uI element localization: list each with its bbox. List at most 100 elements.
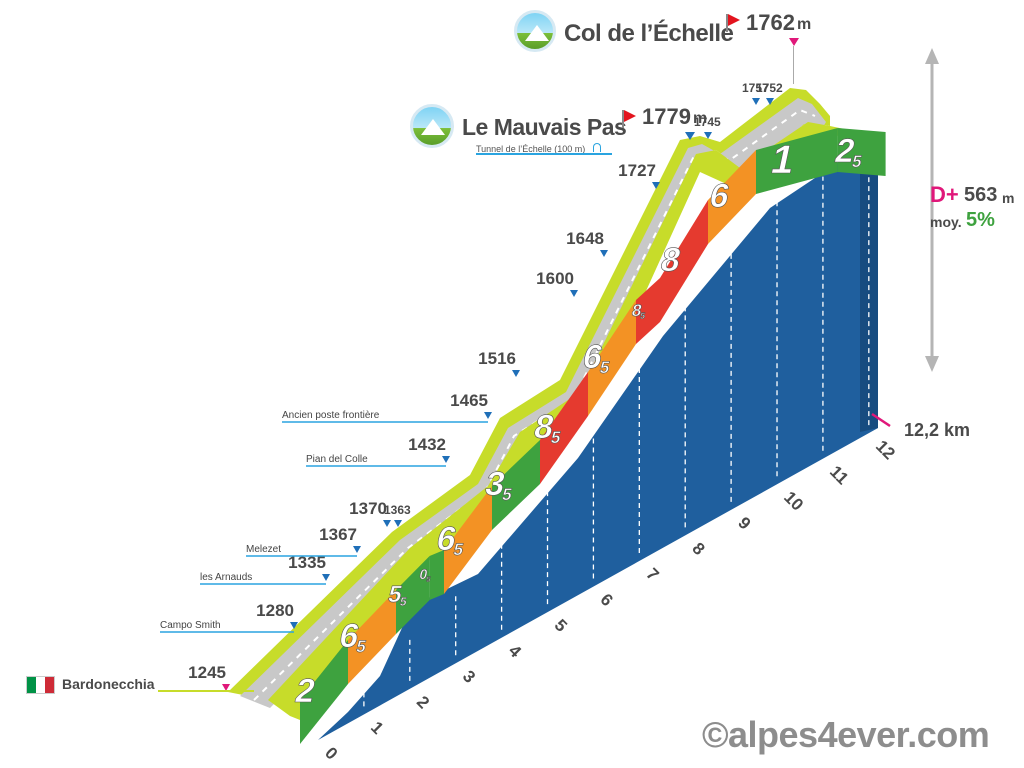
tunnel-label-wrap: Tunnel de l’Échelle (100 m)	[476, 139, 601, 154]
gradient-segment-6	[540, 372, 588, 484]
elevation-pointer-1245	[222, 684, 230, 691]
elevation-pointer-1363	[394, 520, 402, 527]
gradient-segment-4	[444, 486, 492, 594]
flag-icon-cloth	[624, 110, 636, 122]
elevation-pointer-1648	[600, 250, 608, 257]
gradient-segment-2	[396, 556, 430, 634]
elevation-pointer-1516	[512, 370, 520, 377]
elevation-pointer-1335	[322, 574, 330, 581]
km-tick-12: 12	[872, 437, 899, 464]
avg-value: 5%	[966, 209, 995, 231]
elevation-pointer-1280	[290, 622, 298, 629]
mountain-icon	[514, 10, 556, 52]
summit-secondary: Le Mauvais Pas 1779 m	[410, 102, 710, 152]
elevation-pointer-1745	[704, 132, 712, 139]
elevation-pointer-1367	[353, 546, 361, 553]
elevation-1363: 1363	[384, 503, 411, 517]
summit-main-name: Col de l’Échelle	[564, 20, 734, 47]
elevation-1335: 1335	[288, 553, 326, 572]
place-label-7: Ancien poste frontière	[282, 410, 380, 421]
elevation-pointer-1752	[766, 98, 774, 105]
gradient-segment-1	[348, 590, 396, 684]
elevation-1432: 1432	[408, 435, 446, 454]
start-leader	[158, 690, 254, 692]
elevation-1757: 1757	[742, 81, 769, 95]
summit-secondary-pointer	[685, 132, 695, 140]
dplus-label: D+	[930, 182, 959, 207]
tunnel-icon	[592, 143, 601, 152]
flag-icon	[622, 110, 624, 128]
summit-secondary-elevation: 1779	[642, 104, 691, 129]
elevation-pointer-1727	[652, 182, 660, 189]
place-label-2: les Arnauds	[200, 572, 252, 583]
elevation-1745: 1745	[694, 115, 721, 129]
km-tick-7: 7	[642, 564, 662, 584]
road-verge-left	[228, 88, 830, 700]
elevation-pointer-1465	[484, 412, 492, 419]
km-tick-5: 5	[551, 616, 571, 636]
km-tick-2: 2	[413, 692, 433, 712]
mountain-icon	[410, 104, 454, 148]
gradient-segment-9	[660, 200, 708, 322]
summit-main-elevation: 1762	[746, 10, 795, 35]
elevation-1367: 1367	[319, 525, 357, 544]
km-tick-8: 8	[688, 539, 708, 559]
summit-main-unit: m	[797, 16, 812, 33]
summit-secondary-unit: m	[693, 110, 708, 127]
elevation-1648: 1648	[566, 229, 604, 248]
profile-wall-shade	[860, 134, 878, 432]
gradient-segment-12	[837, 128, 886, 176]
elevation-1245: 1245	[188, 663, 226, 682]
km-tick-3: 3	[459, 667, 479, 687]
total-distance: 12,2 km	[904, 420, 971, 440]
flag-icon-cloth	[728, 14, 740, 26]
km-tick-1: 1	[367, 718, 387, 738]
gradient-segment-10	[708, 150, 756, 244]
km-tick-6: 6	[597, 590, 617, 610]
elevation-1280: 1280	[256, 601, 294, 620]
start-label: Bardonecchia	[26, 674, 254, 704]
elevation-1370: 1370	[349, 499, 387, 518]
km-dashed-lines	[363, 176, 870, 707]
gradient-segment-11	[756, 128, 838, 194]
km-tick-4: 4	[505, 641, 526, 662]
place-label-3: Melezet	[246, 544, 281, 555]
km-tick-11: 11	[826, 462, 852, 488]
gradient-segment-3	[429, 550, 444, 600]
elevation-pointer-1757	[752, 98, 760, 105]
summit-main-leader	[793, 46, 794, 84]
elevation-pointer-1600	[570, 290, 578, 297]
copyright: ©alpes4ever.com	[702, 714, 990, 755]
km-tick-0: 0	[321, 743, 341, 763]
gradient-segment-5	[492, 440, 540, 530]
tunnel-label: Tunnel de l’Échelle (100 m)	[476, 144, 586, 154]
km-tick-10: 10	[780, 488, 807, 515]
summit-main-pointer	[789, 38, 799, 46]
dplus-value: 563	[964, 184, 998, 206]
avg-label: moy.	[930, 214, 962, 230]
elevation-pointer-1370	[383, 520, 391, 527]
gradient-segment-0	[300, 640, 348, 744]
elevation-1727: 1727	[618, 161, 656, 180]
profile-wall	[318, 136, 878, 740]
elevation-pointer-1432	[442, 456, 450, 463]
elevation-1516: 1516	[478, 349, 516, 368]
place-label-1: Campo Smith	[160, 620, 221, 631]
stats-box: D+ 563 m moy. 5%	[930, 182, 1020, 242]
start-name: Bardonecchia	[62, 676, 155, 692]
elevation-arrow	[925, 48, 939, 372]
gradient-segment-8	[636, 278, 660, 344]
elevation-callouts: 1245 1280 Campo Smith 1335 les Arnauds 1367 Me…	[160, 81, 783, 691]
dplus-unit: m	[1002, 190, 1015, 206]
km-tick-9: 9	[734, 513, 754, 533]
end-marker	[871, 412, 891, 428]
gradient-segment-7	[588, 300, 636, 416]
flag-icon	[726, 14, 728, 32]
summit-main: Col de l’Échelle 1762 m	[514, 8, 814, 98]
road-surface	[240, 98, 826, 708]
summit-secondary-name: Le Mauvais Pas	[462, 114, 627, 140]
elevation-1752: 1752	[756, 81, 783, 95]
